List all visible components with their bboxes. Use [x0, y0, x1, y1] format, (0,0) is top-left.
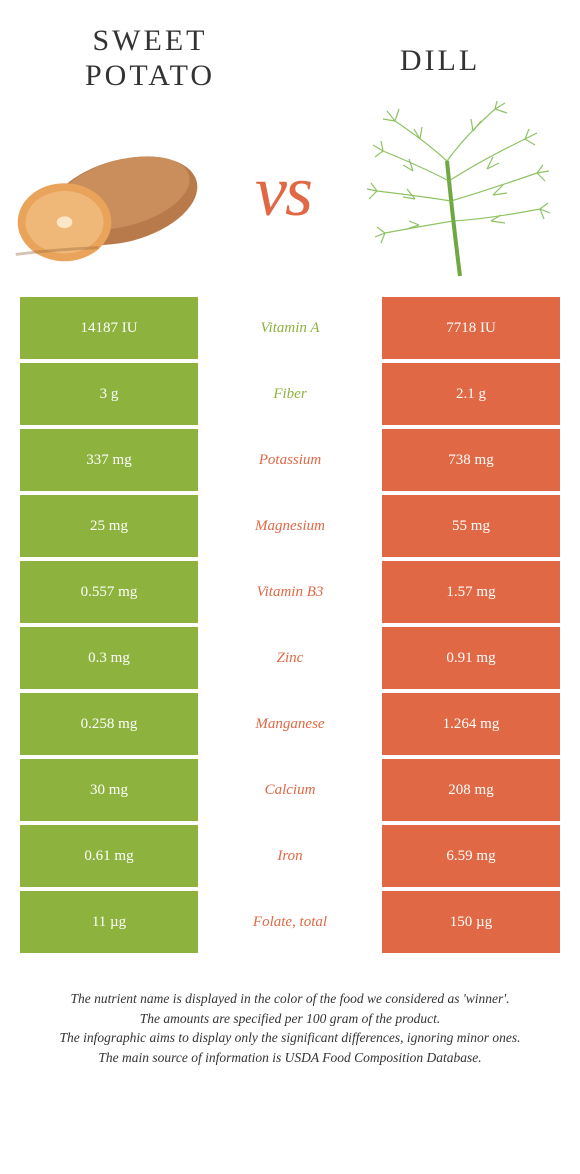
footer-line: The infographic aims to display only the… [20, 1028, 560, 1048]
left-value-cell: 0.3 mg [20, 627, 198, 689]
illustration-row: vs [0, 93, 580, 293]
right-value-cell: 0.91 mg [382, 627, 560, 689]
nutrient-name-cell: Fiber [198, 363, 382, 425]
left-value-cell: 25 mg [20, 495, 198, 557]
table-row: 11 µgFolate, total150 µg [20, 891, 560, 953]
nutrient-name-cell: Vitamin B3 [198, 561, 382, 623]
left-value-cell: 30 mg [20, 759, 198, 821]
left-value-cell: 337 mg [20, 429, 198, 491]
nutrient-name-cell: Magnesium [198, 495, 382, 557]
dill-icon [360, 106, 560, 276]
title-text: DILL [400, 44, 480, 77]
footer-line: The nutrient name is displayed in the co… [20, 989, 560, 1009]
left-value-cell: 3 g [20, 363, 198, 425]
left-value-cell: 0.557 mg [20, 561, 198, 623]
right-value-cell: 7718 IU [382, 297, 560, 359]
nutrient-name-cell: Iron [198, 825, 382, 887]
right-value-cell: 55 mg [382, 495, 560, 557]
left-value-cell: 0.258 mg [20, 693, 198, 755]
left-value-cell: 14187 IU [20, 297, 198, 359]
footer-line: The amounts are specified per 100 gram o… [20, 1009, 560, 1029]
nutrient-name-cell: Folate, total [198, 891, 382, 953]
footer-line: The main source of information is USDA F… [20, 1048, 560, 1068]
right-value-cell: 1.264 mg [382, 693, 560, 755]
right-value-cell: 1.57 mg [382, 561, 560, 623]
table-row: 337 mgPotassium738 mg [20, 429, 560, 491]
header: SWEET POTATO DILL [0, 0, 580, 93]
table-row: 0.3 mgZinc0.91 mg [20, 627, 560, 689]
vs-label: vs [255, 150, 311, 233]
right-value-cell: 6.59 mg [382, 825, 560, 887]
table-row: 3 gFiber2.1 g [20, 363, 560, 425]
nutrient-name-cell: Zinc [198, 627, 382, 689]
left-value-cell: 11 µg [20, 891, 198, 953]
title-text: POTATO [85, 59, 215, 92]
table-row: 0.557 mgVitamin B31.57 mg [20, 561, 560, 623]
nutrient-name-cell: Potassium [198, 429, 382, 491]
right-food-title: DILL [340, 24, 540, 79]
right-value-cell: 150 µg [382, 891, 560, 953]
title-text: SWEET [93, 24, 208, 57]
footer-notes: The nutrient name is displayed in the co… [20, 989, 560, 1067]
right-value-cell: 738 mg [382, 429, 560, 491]
table-row: 0.258 mgManganese1.264 mg [20, 693, 560, 755]
nutrient-name-cell: Calcium [198, 759, 382, 821]
right-value-cell: 208 mg [382, 759, 560, 821]
nutrient-name-cell: Vitamin A [198, 297, 382, 359]
nutrient-name-cell: Manganese [198, 693, 382, 755]
table-row: 14187 IUVitamin A7718 IU [20, 297, 560, 359]
comparison-table: 14187 IUVitamin A7718 IU3 gFiber2.1 g337… [20, 297, 560, 953]
table-row: 25 mgMagnesium55 mg [20, 495, 560, 557]
sweet-potato-icon [6, 106, 206, 276]
table-row: 30 mgCalcium208 mg [20, 759, 560, 821]
right-value-cell: 2.1 g [382, 363, 560, 425]
left-value-cell: 0.61 mg [20, 825, 198, 887]
table-row: 0.61 mgIron6.59 mg [20, 825, 560, 887]
left-food-title: SWEET POTATO [40, 24, 260, 93]
